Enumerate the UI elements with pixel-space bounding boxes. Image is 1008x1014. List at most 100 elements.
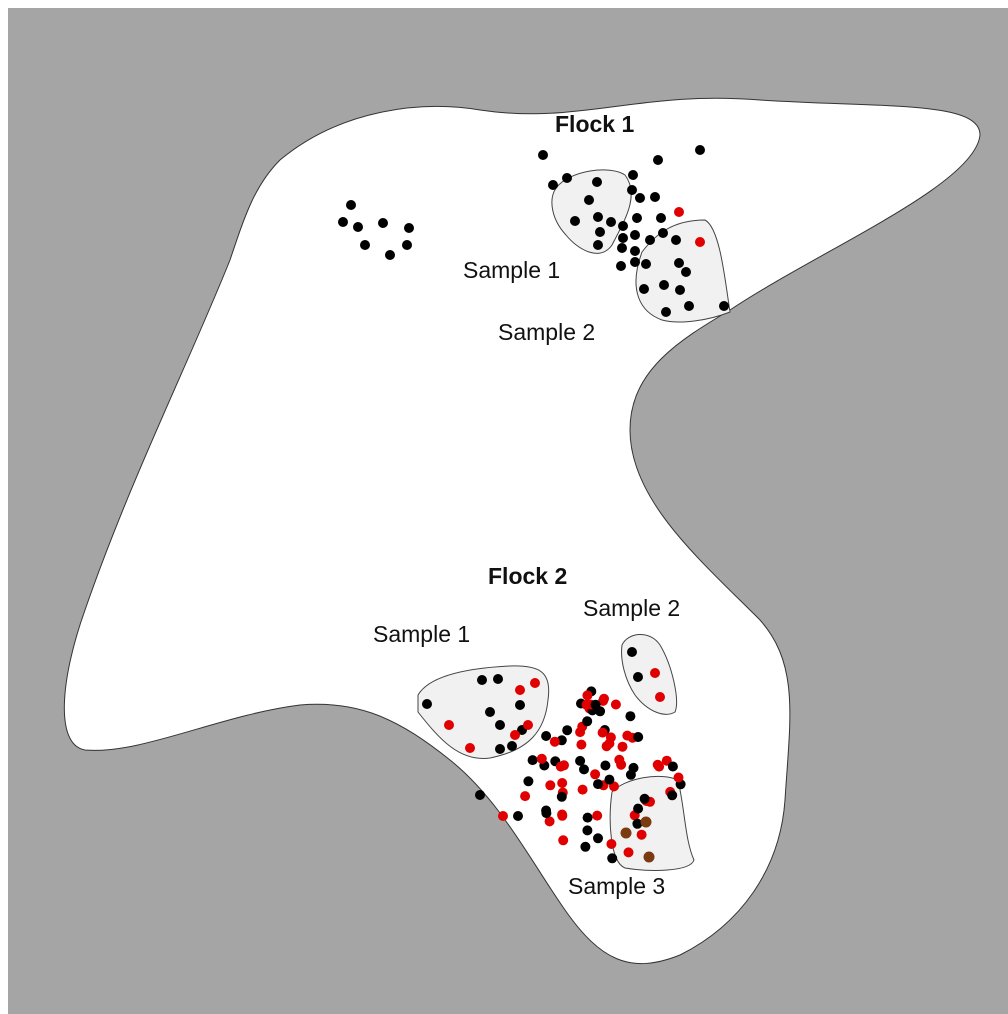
animal-dot xyxy=(625,711,636,722)
animal-dot xyxy=(557,778,568,788)
animal-dot xyxy=(495,720,505,730)
animal-dot xyxy=(653,155,663,165)
animal-dot xyxy=(633,803,644,814)
animal-dot xyxy=(617,741,628,752)
animal-dot xyxy=(598,695,609,706)
animal-dot xyxy=(536,753,547,764)
animal-dot xyxy=(645,235,655,245)
animal-dot xyxy=(584,195,594,205)
animal-dot xyxy=(600,760,611,771)
animal-dot xyxy=(465,743,475,753)
animal-dot xyxy=(548,180,558,190)
animal-dot xyxy=(633,732,644,742)
sample-label: Sample 1 xyxy=(463,257,560,283)
animal-dot xyxy=(530,678,540,688)
animal-dot xyxy=(402,240,412,250)
animal-dot xyxy=(549,736,560,747)
animal-dot xyxy=(650,668,660,678)
animal-dot xyxy=(618,221,628,231)
animal-dot xyxy=(658,228,668,238)
animal-dot xyxy=(639,793,650,804)
animal-dot xyxy=(673,772,684,783)
animal-dot xyxy=(667,790,678,801)
animal-dot xyxy=(605,732,616,743)
animal-dot xyxy=(667,761,678,772)
sample-label: Sample 1 xyxy=(373,621,470,647)
animal-dot xyxy=(695,145,705,155)
flock-label: Flock 2 xyxy=(488,563,567,589)
dots xyxy=(338,145,729,864)
animal-dot xyxy=(656,213,666,223)
animal-dot xyxy=(617,243,627,253)
animal-dot xyxy=(523,776,534,787)
animal-dot xyxy=(695,237,705,247)
animal-dot xyxy=(545,780,556,791)
animal-dot xyxy=(444,720,454,730)
animal-dot xyxy=(623,847,634,858)
animal-dot xyxy=(627,185,637,195)
animal-dot xyxy=(635,193,645,203)
animal-dot xyxy=(641,259,651,269)
animal-dot xyxy=(575,755,586,766)
animal-dot xyxy=(655,692,665,702)
animal-dot xyxy=(541,805,552,816)
flock-label: Flock 1 xyxy=(555,111,634,137)
animal-dot xyxy=(719,301,729,311)
animal-dot xyxy=(555,761,566,772)
animal-dot xyxy=(579,764,589,775)
animal-dot xyxy=(684,301,694,311)
animal-dot xyxy=(477,675,487,685)
animal-dot xyxy=(606,217,616,227)
animal-dot xyxy=(422,699,432,709)
animal-dot xyxy=(636,829,647,840)
animal-dot xyxy=(570,216,580,226)
animal-dot xyxy=(681,267,691,277)
animal-dot xyxy=(346,200,356,210)
animal-dot xyxy=(498,811,508,821)
animal-dot xyxy=(632,213,642,223)
animal-dot xyxy=(610,699,621,710)
animal-dot xyxy=(601,741,612,752)
sample-label: Sample 3 xyxy=(568,873,665,899)
animal-dot xyxy=(557,809,568,820)
animal-dot xyxy=(575,727,586,738)
animal-dot xyxy=(580,841,591,852)
animal-dot xyxy=(661,307,671,317)
animal-dot xyxy=(590,769,601,780)
animal-dot xyxy=(593,212,603,222)
animal-dot xyxy=(513,811,523,821)
animal-dot xyxy=(581,699,592,710)
animal-dot xyxy=(630,246,640,256)
animal-dot xyxy=(671,235,681,245)
animal-dot xyxy=(628,762,639,773)
animal-dot xyxy=(622,730,633,741)
animal-dot xyxy=(385,250,395,260)
animal-dot xyxy=(541,731,552,741)
animal-dot xyxy=(378,218,388,228)
animal-dot xyxy=(652,759,663,770)
animal-dot xyxy=(659,280,669,290)
animal-dot xyxy=(592,177,602,187)
animal-dot xyxy=(592,810,603,821)
animal-dot xyxy=(515,700,525,710)
sample-label: Sample 2 xyxy=(583,595,680,621)
flock1-sample1-region xyxy=(551,169,632,254)
animal-dot xyxy=(495,744,505,754)
animal-dot xyxy=(338,217,348,227)
animal-dot xyxy=(577,784,588,795)
animal-dot xyxy=(485,707,495,717)
animal-dot xyxy=(556,791,567,802)
animal-dot xyxy=(627,647,637,657)
animal-dot xyxy=(674,207,684,217)
animal-dot xyxy=(404,223,414,233)
animal-dot xyxy=(493,674,503,684)
animal-dot xyxy=(597,727,608,738)
animal-dot xyxy=(640,816,652,828)
animal-dot xyxy=(630,230,640,240)
animal-dot xyxy=(630,257,640,267)
animal-dot xyxy=(562,725,573,736)
animal-dot xyxy=(544,816,555,827)
animal-dot xyxy=(353,222,363,232)
animal-dot xyxy=(593,240,603,250)
animal-dot xyxy=(520,791,531,802)
